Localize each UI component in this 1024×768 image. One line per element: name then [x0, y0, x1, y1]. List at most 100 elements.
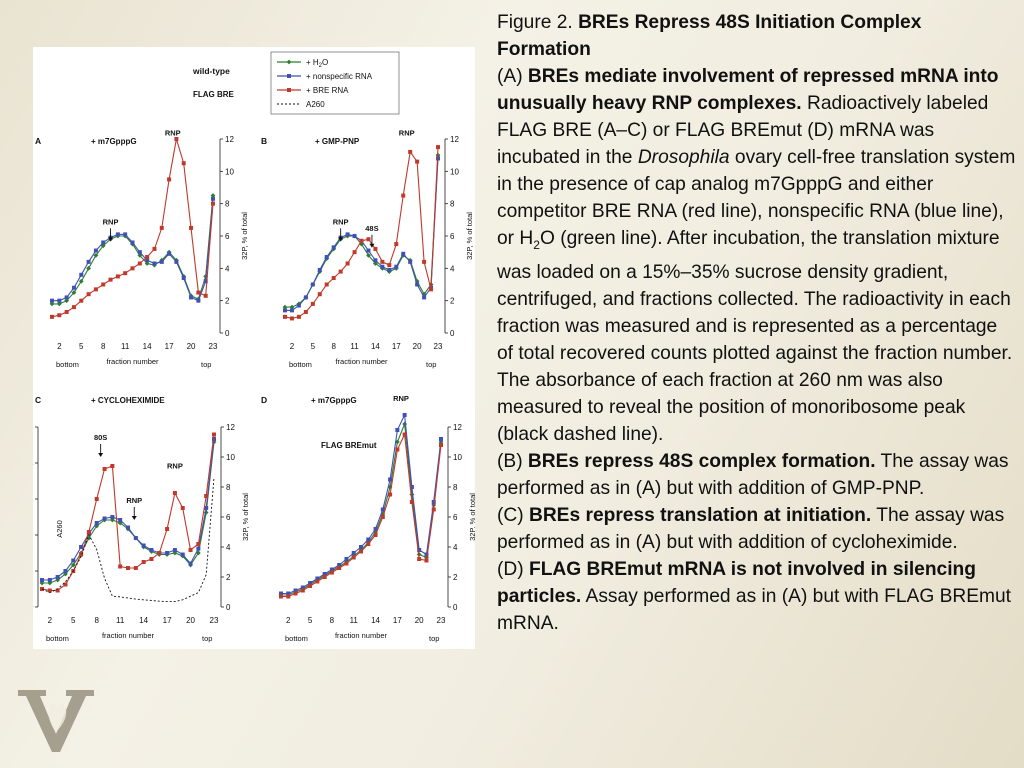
data-point-nonspecific — [310, 282, 315, 287]
data-point-nonspecific — [149, 548, 154, 552]
data-point-bre — [359, 238, 364, 243]
data-point-bre — [380, 259, 385, 264]
series-line-bre — [281, 432, 442, 598]
data-point-h2o — [117, 520, 123, 526]
left-axis-label: A260 — [55, 520, 64, 538]
data-point-bre — [283, 314, 287, 319]
data-point-bre — [167, 177, 172, 182]
data-point-bre — [165, 527, 170, 531]
data-point-bre — [424, 558, 429, 563]
right-tick-label: 2 — [225, 297, 230, 306]
series-bre — [283, 145, 440, 321]
right-tick-label: 0 — [226, 603, 231, 612]
data-point-nonspecific — [366, 248, 371, 253]
caption-d-text: Assay performed as in (A) but with FLAG … — [497, 585, 1012, 634]
data-point-nonspecific — [300, 585, 305, 590]
x-tick-label: 11 — [116, 616, 125, 625]
data-point-h2o — [416, 552, 422, 557]
data-point-bre — [408, 149, 413, 154]
data-point-bre — [373, 533, 378, 537]
caption-c-prefix: (C) — [497, 504, 529, 526]
data-point-nonspecific — [373, 258, 378, 263]
data-point-nonspecific — [115, 232, 120, 237]
data-point-bre — [296, 314, 301, 319]
data-point-bre — [133, 566, 138, 570]
data-point-nonspecific — [380, 264, 385, 269]
legend-label-text: + nonspecific RNA — [306, 72, 373, 81]
data-point-nonspecific — [63, 569, 68, 573]
data-point-nonspecific — [293, 588, 298, 593]
x-tick-label: 17 — [392, 342, 401, 351]
data-point-h2o — [64, 298, 70, 304]
data-point-nonspecific — [64, 295, 69, 300]
right-tick-label: 6 — [453, 513, 458, 522]
data-point-h2o — [56, 301, 62, 307]
data-point-bre — [110, 464, 115, 468]
panel-letter: D — [261, 395, 267, 405]
data-point-bre — [152, 246, 157, 251]
top-label: top — [429, 634, 439, 643]
data-point-bre — [47, 588, 52, 593]
data-point-bre — [300, 588, 305, 593]
top-label: top — [202, 634, 212, 643]
series-nonspecific — [279, 412, 443, 596]
x-tick-label: 17 — [393, 616, 402, 625]
data-point-nonspecific — [415, 282, 420, 287]
data-point-bre — [212, 432, 216, 437]
series-a260 — [41, 477, 215, 603]
x-tick-label: 23 — [210, 616, 219, 625]
data-point-bre — [204, 494, 209, 498]
data-point-nonspecific — [102, 516, 107, 521]
caption-c-title: BREs repress translation at initiation. — [528, 504, 872, 526]
data-point-h2o — [409, 492, 415, 497]
data-point-bre — [108, 277, 113, 282]
data-point-nonspecific — [431, 500, 436, 504]
annotation-arrowhead — [369, 243, 375, 248]
caption-a-title: BREs mediate involvement of repressed mR… — [497, 66, 999, 114]
right-axis-label: 32P, % of total — [465, 212, 474, 260]
series-bre — [279, 432, 443, 599]
annotation-label: RNP — [167, 462, 183, 471]
x-axis-label: fraction number — [102, 631, 155, 640]
data-point-bre — [344, 561, 349, 566]
figure-svg: wild-type FLAG BRE + H2O+ nonspecific RN… — [33, 51, 475, 643]
panel-title: + m7GpppG — [91, 137, 137, 146]
caption-part-b: (B) BREs repress 48S complex formation. … — [497, 448, 1017, 502]
right-axis-label: 32P, % of total — [240, 212, 249, 260]
x-tick-label: 2 — [48, 616, 53, 625]
data-point-nonspecific — [402, 413, 407, 417]
data-point-bre — [286, 594, 291, 599]
series-line-h2o — [285, 155, 439, 308]
data-point-h2o — [366, 253, 371, 258]
data-point-bre — [86, 292, 91, 297]
series-line-a260 — [41, 477, 215, 603]
data-point-bre — [317, 292, 322, 297]
annotation-label: RNP — [393, 394, 409, 403]
right-tick-label: 0 — [453, 603, 458, 612]
data-point-nonspecific — [189, 295, 194, 300]
right-tick-label: 2 — [226, 573, 231, 582]
data-point-nonspecific — [352, 234, 357, 238]
data-point-h2o — [109, 517, 115, 523]
data-point-bre — [196, 290, 201, 295]
data-point-nonspecific — [167, 251, 172, 256]
x-tick-label: 14 — [139, 616, 148, 625]
series-bre — [40, 432, 216, 593]
panel-d: D + m7GpppG FLAG BREmut 0 2 4 6 8 10 12 32P, % of … — [261, 394, 475, 643]
data-point-h2o — [282, 304, 288, 310]
series-line-nonspecific — [42, 438, 215, 581]
x-tick-label: 2 — [286, 616, 291, 625]
caption-d-title: FLAG BREmut mRNA is not involved in sile… — [497, 558, 976, 607]
data-point-bre — [415, 159, 420, 164]
data-point-bre — [102, 467, 107, 471]
annotation-label: RNP — [103, 217, 119, 226]
data-point-bre — [137, 261, 142, 266]
panel-title: + CYCLOHEXIMIDE — [91, 396, 165, 405]
data-point-nonspecific — [422, 295, 427, 300]
caption-a-italic: Drosophila — [637, 147, 730, 168]
x-tick-label: 5 — [79, 342, 84, 351]
left-tick-label: 5 — [33, 423, 34, 432]
data-point-h2o — [172, 550, 178, 556]
data-point-nonspecific — [159, 259, 164, 264]
data-point-bre — [123, 271, 128, 276]
